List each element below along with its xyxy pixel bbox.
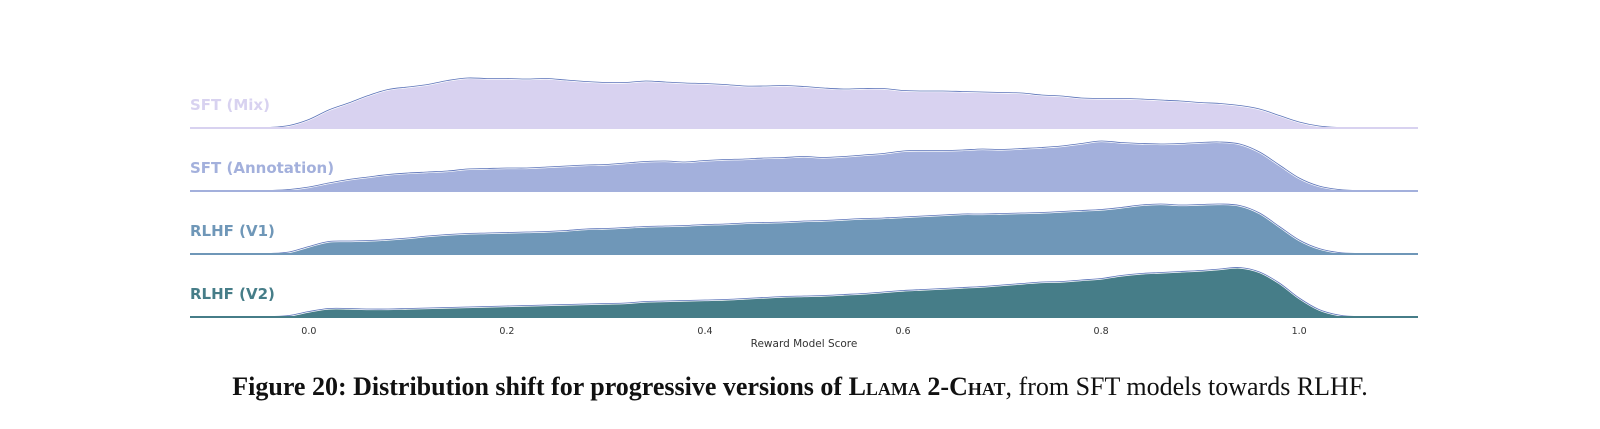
caption-rest-text: , from SFT models towards RLHF. <box>1005 372 1368 401</box>
ridge-sft-annotation: SFT (Annotation) <box>189 139 1419 193</box>
x-tick-label: 0.4 <box>697 326 712 337</box>
ridge-rlhf-v2: RLHF (V2) <box>189 266 1419 319</box>
x-tick-label: 0.6 <box>895 326 910 337</box>
x-axis: 0.0 0.2 0.4 0.6 0.8 1.0 <box>301 326 1306 337</box>
series-label-sft-mix: SFT (Mix) <box>190 96 270 114</box>
density-line-rlhf-v1 <box>189 203 1419 255</box>
caption-bold-text: Distribution shift for progressive versi… <box>353 372 843 401</box>
series-label-rlhf-v2: RLHF (V2) <box>190 285 275 303</box>
figure-caption: Figure 20: Distribution shift for progre… <box>0 372 1600 402</box>
series-label-sft-annotation: SFT (Annotation) <box>190 159 334 177</box>
caption-model-name: Llama 2-Chat <box>848 372 1006 401</box>
x-tick-label: 0.0 <box>301 326 316 337</box>
density-line-sft-annotation <box>189 140 1419 192</box>
density-area-sft-mix <box>190 77 1418 129</box>
density-area-rlhf-v2 <box>190 267 1418 318</box>
caption-figure-label: Figure 20: <box>232 372 347 401</box>
density-area-sft-annotation <box>190 140 1418 192</box>
ridge-rlhf-v1: RLHF (V1) <box>189 202 1419 256</box>
x-tick-label: 0.8 <box>1094 326 1109 337</box>
density-line-sft-mix <box>189 77 1419 129</box>
x-tick-label: 0.2 <box>499 326 514 337</box>
density-area-rlhf-v1 <box>190 203 1418 255</box>
ridge-sft-mix: SFT (Mix) <box>189 76 1419 130</box>
density-line-rlhf-v2 <box>189 267 1419 318</box>
ridgeline-chart: SFT (Mix) SFT (Annotation) RLHF (V1) RLHF (… <box>189 76 1419 350</box>
series-label-rlhf-v1: RLHF (V1) <box>190 222 275 240</box>
x-tick-label: 1.0 <box>1292 326 1307 337</box>
x-axis-title: Reward Model Score <box>751 338 858 350</box>
ridges-group: SFT (Mix) SFT (Annotation) RLHF (V1) RLHF (… <box>189 76 1419 319</box>
